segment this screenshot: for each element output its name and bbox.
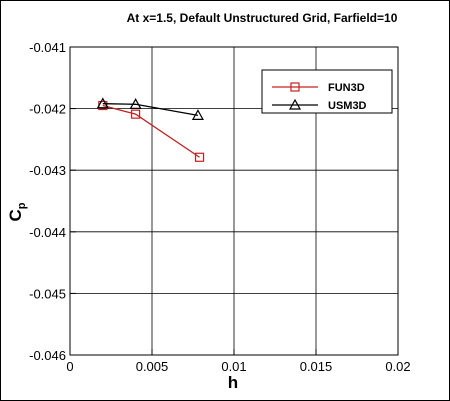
- y-axis-label: Cp: [6, 202, 28, 221]
- y-tick-label: -0.044: [29, 225, 66, 240]
- series-layer: [96, 97, 205, 162]
- y-axis-label-main: C: [6, 209, 25, 221]
- y-tick-label: -0.043: [29, 163, 66, 178]
- fun3d-point: [131, 109, 141, 119]
- axis-ticks: 0 0.005 0.01 0.015 0.02 -0.046 -0.045 -0.044 -0.…: [29, 40, 411, 374]
- usm3d-point: [129, 98, 142, 109]
- usm3d-point: [96, 97, 109, 109]
- legend-label-usm3d: USM3D: [328, 100, 367, 112]
- legend-box: [261, 69, 393, 114]
- x-tick-label: 0.01: [221, 359, 246, 374]
- legend-marker-fun3d: [290, 82, 300, 92]
- y-axis-label-group: Cp: [6, 202, 28, 221]
- x-tick-label: 0.005: [136, 359, 169, 374]
- x-tick-label: 0.02: [385, 359, 410, 374]
- y-tick-label: -0.046: [29, 348, 66, 363]
- fun3d-line: [102, 104, 200, 158]
- chart-title: At x=1.5, Default Unstructured Grid, Far…: [127, 11, 398, 25]
- y-tick-label: -0.045: [29, 286, 66, 301]
- x-tick-label: 0: [66, 359, 73, 374]
- legend-label-fun3d: FUN3D: [328, 82, 365, 94]
- y-axis-label-subscript: p: [16, 202, 28, 209]
- usm3d-point: [191, 109, 204, 120]
- x-axis-label: h: [228, 373, 238, 392]
- y-tick-label: -0.041: [29, 40, 66, 55]
- legend-marker-usm3d: [288, 98, 302, 110]
- y-tick-label: -0.042: [29, 102, 66, 117]
- usm3d-line: [102, 103, 199, 117]
- x-tick-label: 0.015: [300, 359, 333, 374]
- legend: FUN3D USM3D: [261, 69, 393, 114]
- fun3d-point: [194, 152, 205, 162]
